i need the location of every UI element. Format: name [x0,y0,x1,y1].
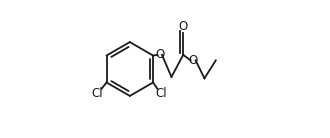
Text: Cl: Cl [155,87,167,100]
Text: O: O [155,48,164,61]
Text: O: O [179,20,188,33]
Text: Cl: Cl [91,87,103,100]
Text: O: O [188,54,198,67]
